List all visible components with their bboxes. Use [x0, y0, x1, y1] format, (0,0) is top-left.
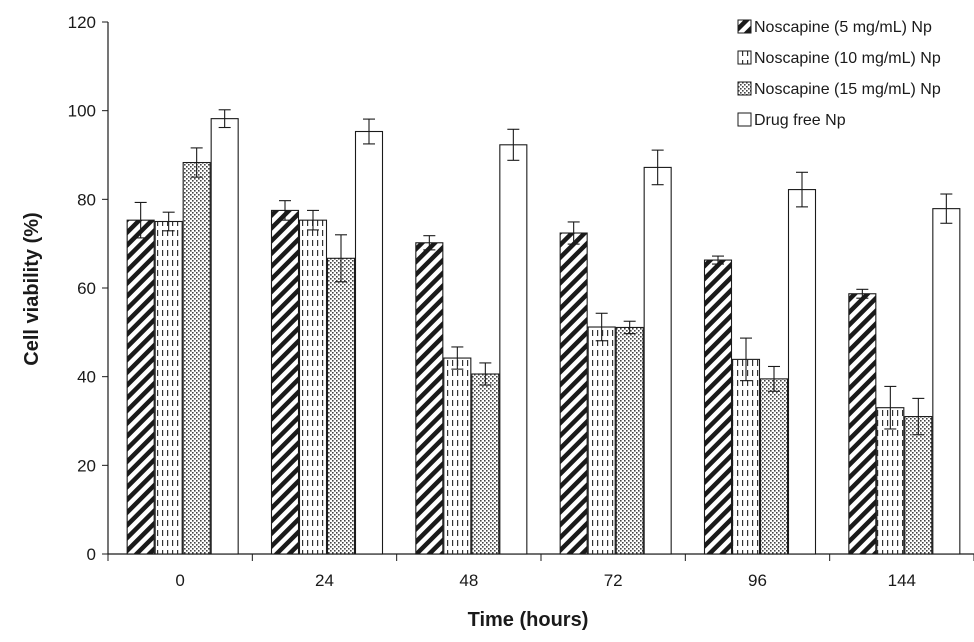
- bar: [559, 232, 588, 555]
- y-tick-label: 20: [77, 456, 96, 475]
- bar: [932, 208, 961, 555]
- x-tick-label: 48: [459, 571, 478, 590]
- y-tick-label: 80: [77, 190, 96, 209]
- bar: [848, 293, 877, 555]
- x-tick-label: 96: [748, 571, 767, 590]
- bar: [126, 219, 155, 555]
- bar: [270, 209, 300, 555]
- bar: [210, 118, 239, 555]
- legend-label: Noscapine (10 mg/mL) Np: [754, 50, 941, 67]
- bar: [499, 144, 528, 555]
- bar: [182, 161, 211, 555]
- bar: [759, 378, 789, 555]
- bar: [731, 358, 761, 555]
- legend-swatch: [737, 81, 752, 96]
- x-tick-label: 0: [175, 571, 184, 590]
- x-tick-label: 24: [315, 571, 334, 590]
- y-tick-label: 100: [68, 102, 96, 121]
- legend-swatch: [737, 19, 752, 34]
- legend-label: Drug free Np: [754, 112, 846, 129]
- bar: [703, 259, 733, 555]
- bar: [471, 373, 500, 555]
- x-axis-title: Time (hours): [468, 609, 589, 631]
- bar: [154, 220, 183, 555]
- bar: [787, 189, 817, 555]
- bar: [443, 357, 472, 555]
- y-tick-label: 40: [77, 368, 96, 387]
- bar: [587, 326, 616, 555]
- y-tick-label: 0: [87, 545, 96, 564]
- bar: [615, 326, 644, 555]
- legend-swatch: [737, 50, 752, 65]
- x-tick-label: 144: [888, 571, 916, 590]
- y-axis-title: Cell viability (%): [21, 212, 43, 365]
- bar: [354, 130, 384, 555]
- bar: [876, 407, 905, 555]
- legend-label: Noscapine (5 mg/mL) Np: [754, 19, 932, 36]
- bar: [298, 219, 328, 555]
- legend-swatch: [737, 112, 752, 127]
- y-tick-label: 60: [77, 279, 96, 298]
- bar: [904, 416, 933, 555]
- bar: [643, 166, 672, 555]
- legend-label: Noscapine (15 mg/mL) Np: [754, 81, 941, 98]
- x-tick-label: 72: [604, 571, 623, 590]
- bar: [415, 242, 444, 555]
- y-tick-label: 120: [68, 13, 96, 32]
- bar: [326, 257, 356, 555]
